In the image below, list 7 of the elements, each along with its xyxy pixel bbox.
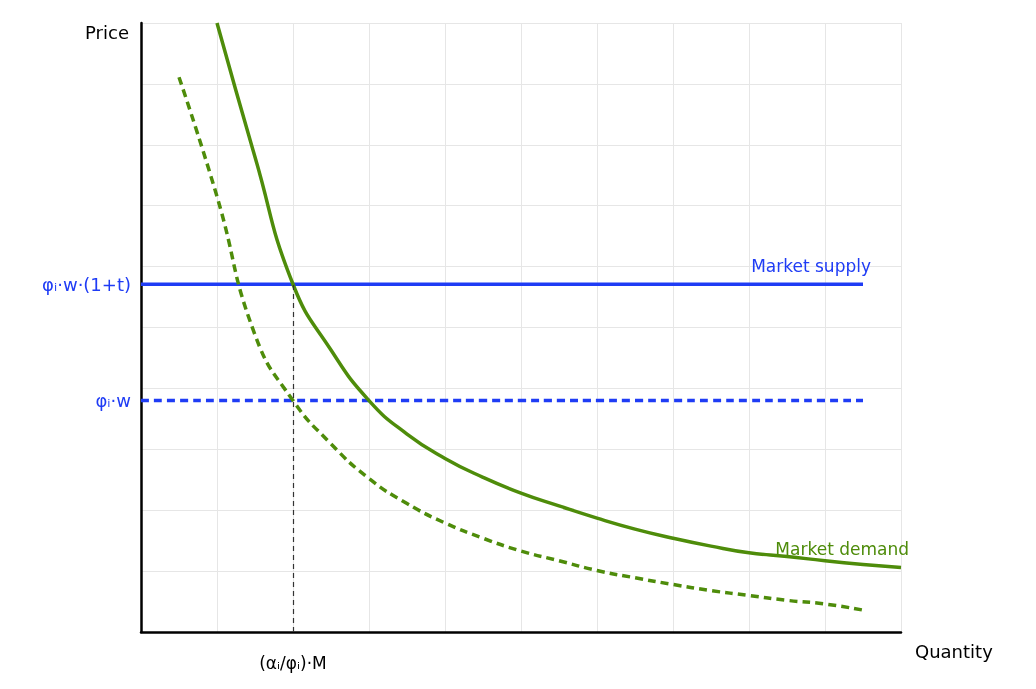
y-axis-title: Price (85, 21, 129, 43)
series-label: Market supply (751, 256, 871, 277)
x-axis-title: Quantity (915, 640, 994, 662)
text: φᵢ·w·(1+t) (42, 273, 131, 295)
series-label: Market demand (775, 539, 909, 560)
text: (αᵢ/φᵢ)·M (259, 652, 327, 673)
text: φᵢ·w (95, 390, 131, 412)
